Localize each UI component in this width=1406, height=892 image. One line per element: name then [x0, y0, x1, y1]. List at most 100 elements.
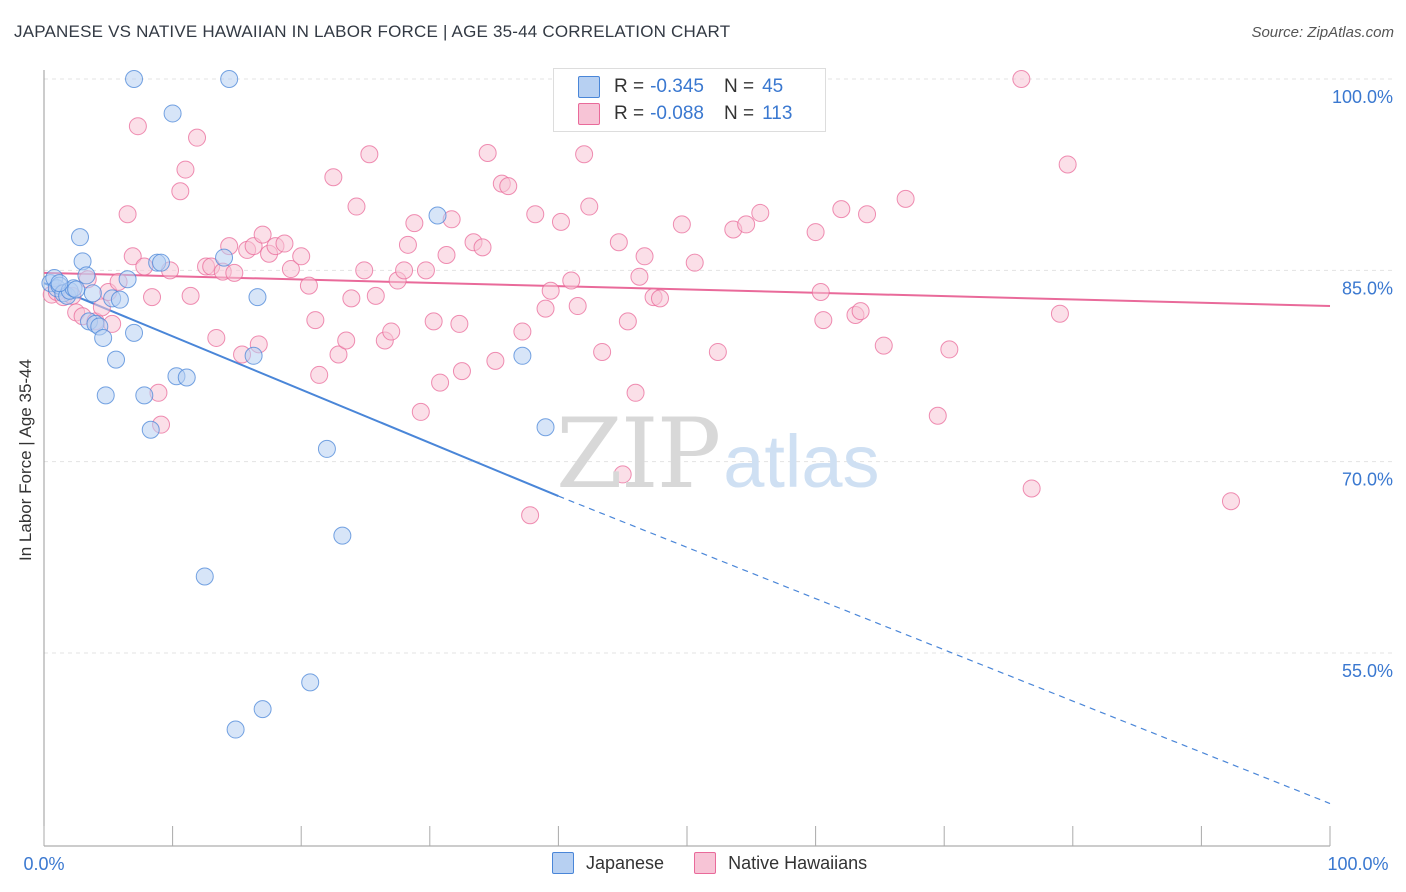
native-hawaiians-point [347, 197, 366, 216]
axes [43, 70, 1331, 847]
japanese-point [215, 248, 234, 267]
native-hawaiians-point [306, 311, 325, 330]
native-hawaiians-point [568, 297, 587, 316]
legend-n-value: 113 [762, 103, 793, 124]
native-hawaiians-point [940, 340, 959, 359]
native-hawaiians-point [416, 261, 435, 280]
native-hawaiians-point [896, 189, 915, 208]
native-hawaiians-point [437, 246, 456, 265]
native-hawaiians-point [299, 276, 318, 295]
native-hawaiians-point [635, 247, 654, 266]
native-hawaiians-point [811, 283, 830, 302]
native-hawaiians-point [806, 223, 825, 242]
series-legend: Japanese Native Hawaiians [552, 852, 897, 874]
japanese-point [96, 386, 115, 405]
legend-swatch-native-hawaiians [694, 852, 717, 874]
native-hawaiians-point [473, 238, 492, 257]
native-hawaiians-point [613, 465, 632, 484]
native-hawaiians-point [526, 205, 545, 224]
native-hawaiians-point [395, 261, 414, 280]
native-hawaiians-point [366, 286, 385, 305]
native-hawaiians-point [1012, 70, 1031, 88]
native-hawaiians-point [630, 267, 649, 286]
native-hawaiians-point [486, 351, 505, 370]
native-hawaiians-point [143, 288, 162, 307]
native-hawaiians-point [123, 247, 142, 266]
x-tick-label: 100.0% [1327, 854, 1388, 874]
native-hawaiians-point [928, 406, 947, 425]
native-hawaiians-point [118, 205, 137, 224]
japanese-point [428, 206, 447, 225]
japanese-point [253, 700, 272, 719]
native-hawaiians-point [650, 289, 669, 308]
native-hawaiians-point [450, 314, 469, 333]
native-hawaiians-point [431, 373, 450, 392]
native-hawaiians-point [207, 328, 226, 347]
legend-swatch-native-hawaiians [578, 103, 600, 125]
native-hawaiians-point [360, 145, 379, 164]
y-tick-label: 55.0% [1342, 661, 1393, 681]
tick-labels: 100.0% 85.0% 70.0% 55.0% 0.0% 100.0% [23, 87, 1393, 874]
japanese-trend-line [43, 282, 559, 498]
native-hawaiians-point [424, 312, 443, 331]
native-hawaiians-point [672, 215, 691, 234]
native-hawaiians-point [626, 383, 645, 402]
y-axis-label: In Labor Force | Age 35-44 [16, 359, 35, 561]
watermark-zip: ZIP [556, 398, 721, 510]
japanese-point [226, 720, 245, 739]
native-hawaiians-point [188, 128, 207, 147]
native-hawaiians-trend-line [43, 271, 1331, 308]
legend-label-japanese: Japanese [586, 852, 665, 873]
japanese-point [163, 104, 182, 123]
legend-swatch-japanese [552, 852, 574, 874]
native-hawaiians-point [382, 322, 401, 341]
trend-lines [43, 271, 1331, 805]
legend-r-value: -0.345 [650, 76, 704, 97]
native-hawaiians-point [593, 342, 612, 361]
native-hawaiians-point [342, 289, 361, 308]
y-tick-label: 100.0% [1332, 87, 1393, 107]
native-hawaiians-point [562, 271, 581, 290]
legend-r-label: R = [614, 103, 645, 124]
native-hawaiians-point [685, 253, 704, 272]
japanese-point [177, 368, 196, 387]
japanese-point [67, 280, 86, 299]
legend-item-japanese: Japanese [552, 852, 664, 874]
native-hawaiians-point [521, 506, 540, 525]
japanese-point [118, 270, 137, 289]
native-hawaiians-point [541, 281, 560, 300]
japanese-point [301, 673, 320, 692]
native-hawaiians-point [1058, 155, 1077, 174]
native-hawaiians-point [751, 203, 770, 222]
y-tick-label: 85.0% [1342, 278, 1393, 298]
legend-n-value: 45 [762, 76, 784, 97]
native-hawaiians-point [618, 312, 637, 331]
legend-row-native-hawaiians: R = -0.088 N = 113 [578, 101, 792, 127]
native-hawaiians-point [329, 345, 348, 364]
native-hawaiians-point [337, 331, 356, 350]
y-tick-label: 70.0% [1342, 470, 1393, 490]
japanese-point [536, 418, 555, 437]
japanese-point [125, 70, 144, 88]
japanese-point [248, 288, 267, 307]
native-hawaiians-point [499, 177, 518, 196]
native-hawaiians-point [1221, 492, 1240, 511]
native-hawaiians-point [1022, 479, 1041, 498]
legend-item-native-hawaiians: Native Hawaiians [694, 852, 867, 874]
watermark-atlas: atlas [723, 420, 880, 503]
legend-n-label: N = [723, 76, 755, 97]
japanese-point [71, 228, 90, 247]
native-hawaiians-point [575, 145, 594, 164]
native-hawaiians-point [851, 302, 870, 321]
japanese-point [141, 420, 160, 439]
x-tick-label: 0.0% [23, 854, 64, 874]
native-hawaiians-point [176, 160, 195, 179]
japanese-point [50, 274, 69, 293]
native-hawaiians-point [536, 299, 555, 318]
japanese-point [107, 350, 126, 369]
japanese-point [94, 328, 113, 347]
native-hawaiians-point [275, 234, 294, 253]
native-hawaiians-point [405, 214, 424, 233]
japanese-point [110, 290, 129, 309]
